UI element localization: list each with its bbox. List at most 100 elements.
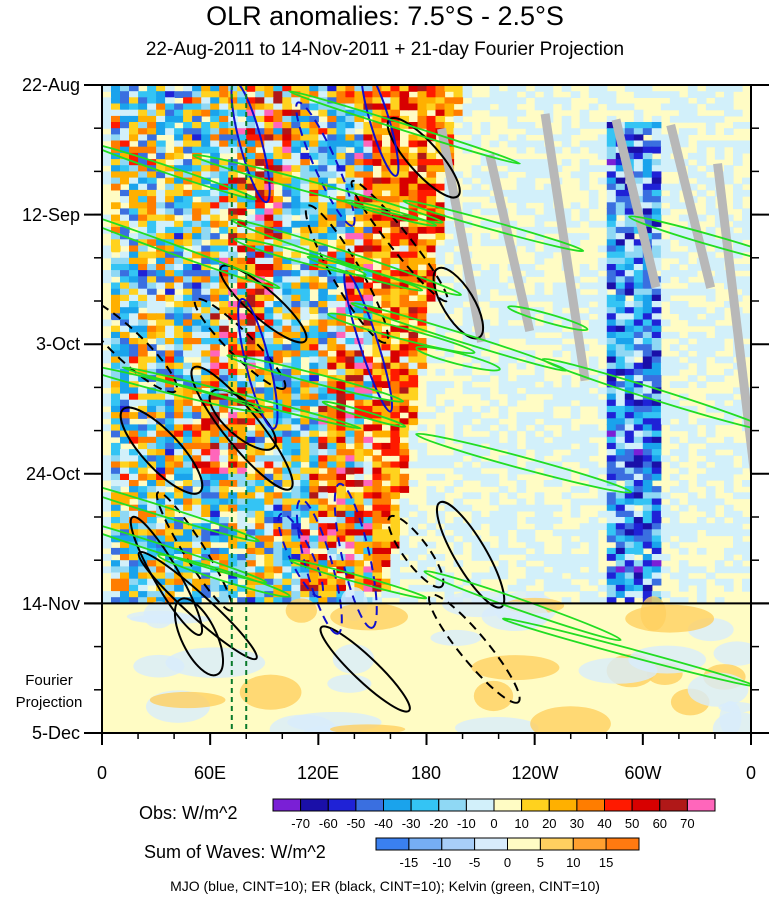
anomaly-cell [399,424,410,432]
colorbar-swatch [507,837,541,851]
anomaly-cell [381,239,391,247]
anomaly-cell [219,517,229,524]
anomaly-cell [273,313,283,321]
anomaly-cell [165,418,175,426]
anomaly-cell [111,430,121,438]
anomaly-cell [615,319,626,327]
anomaly-cell [129,480,139,487]
y-tick-label: 14-Nov [21,594,80,614]
anomaly-cell [219,547,229,555]
anomaly-cell [552,282,563,290]
anomaly-cell [228,566,238,574]
anomaly-cell [408,307,419,314]
anomaly-cell [165,183,175,191]
anomaly-cell [480,189,491,197]
anomaly-cell [327,301,337,308]
anomaly-cell [282,387,292,395]
anomaly-cell [733,183,743,191]
anomaly-cell [561,424,572,432]
x-tick-label: 60E [193,763,227,783]
anomaly-cell [372,547,382,555]
anomaly-cell [255,264,265,271]
anomaly-cell [678,103,689,111]
anomaly-cell [705,85,716,92]
colorbar-swatch [604,798,633,812]
anomaly-cell [282,109,292,117]
anomaly-cell [246,350,256,358]
anomaly-cell [183,220,193,228]
anomaly-cell [300,424,310,432]
anomaly-cell [291,517,301,524]
anomaly-cell [426,128,437,135]
anomaly-cell [138,270,148,277]
anomaly-cell [336,270,346,277]
anomaly-cell [282,492,292,500]
anomaly-cell [642,541,653,549]
anomaly-cell [525,208,536,216]
anomaly-cell [309,270,319,277]
anomaly-cell [724,529,734,537]
anomaly-cell [336,177,346,185]
anomaly-cell [733,566,743,574]
anomaly-cell [426,381,437,388]
anomaly-cell [381,442,391,450]
anomaly-cell [228,412,238,419]
anomaly-cell [264,251,274,259]
anomaly-cell [138,233,148,240]
anomaly-cell [120,430,130,438]
anomaly-cell [606,547,617,555]
anomaly-cell [264,510,274,518]
anomaly-cell [309,282,319,290]
anomaly-cell [687,91,698,98]
anomaly-cell [624,424,635,432]
anomaly-cell [156,535,166,543]
anomaly-cell [588,331,599,339]
anomaly-cell [408,233,419,240]
anomaly-cell [147,560,157,567]
anomaly-cell [174,264,184,271]
anomaly-cell [111,85,121,92]
anomaly-cell [246,387,256,395]
anomaly-cell [363,134,373,142]
anomaly-cell [237,122,247,129]
anomaly-cell [669,103,680,111]
anomaly-cell [372,368,382,376]
anomaly-cell [210,480,220,487]
anomaly-cell [372,325,382,333]
anomaly-cell [183,547,193,555]
anomaly-cell [183,97,193,105]
projection-patch [239,674,302,710]
anomaly-cell [147,91,157,98]
anomaly-cell [426,412,437,419]
anomaly-cell [201,381,211,388]
anomaly-cell [183,140,193,148]
anomaly-cell [615,307,626,314]
anomaly-cell [111,424,121,432]
anomaly-cell [651,264,662,271]
anomaly-cell [678,381,689,388]
colorbar-swatch [438,798,467,812]
anomaly-cell [318,362,328,370]
anomaly-cell [273,97,283,105]
anomaly-cell [633,368,644,376]
anomaly-cell [390,294,400,302]
anomaly-cell [210,405,220,413]
anomaly-cell [345,387,355,395]
anomaly-cell [606,344,617,351]
anomaly-cell [714,307,725,314]
anomaly-cell [651,418,662,426]
colorbar-swatch [383,798,412,812]
anomaly-cell [219,171,229,179]
anomaly-cell [192,276,202,284]
colorbar-swatch [300,798,329,812]
anomaly-cell [372,319,382,327]
anomaly-cell [714,597,725,604]
anomaly-cell [246,523,256,530]
anomaly-cell [624,276,635,284]
anomaly-cell [183,128,193,135]
anomaly-cell [489,436,500,444]
anomaly-cell [354,393,364,401]
anomaly-cell [129,165,139,172]
anomaly-cell [120,97,130,105]
anomaly-cell [264,541,274,549]
